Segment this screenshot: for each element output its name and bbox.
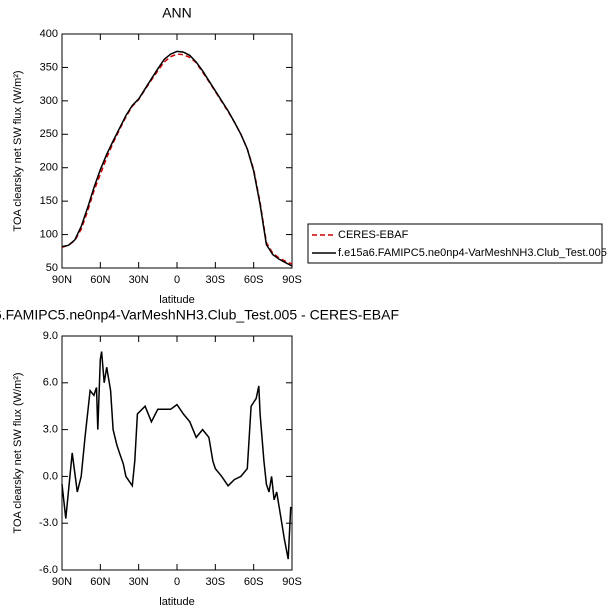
- y-axis-label: TOA clearsky net SW flux (W/m²): [12, 70, 24, 231]
- x-tick-label: 90N: [52, 274, 72, 286]
- plot-frame: [61, 335, 293, 571]
- y-tick-label: 100: [40, 228, 58, 240]
- legend-label: f.e15a6.FAMIPC5.ne0np4-VarMeshNH3.Club_T…: [338, 247, 607, 259]
- x-tick-label: 60S: [244, 576, 264, 588]
- y-tick-label: 350: [40, 61, 58, 73]
- y-tick-label: 150: [40, 195, 58, 207]
- y-tick-label: 3.0: [43, 424, 58, 436]
- y-tick-label: 9.0: [43, 330, 58, 342]
- chart-title: ANN: [162, 5, 192, 21]
- x-tick-label: 90S: [282, 274, 302, 286]
- legend-box: [307, 223, 603, 264]
- x-tick-label: 90N: [52, 576, 72, 588]
- y-tick-label: 250: [40, 128, 58, 140]
- y-tick-label: 200: [40, 162, 58, 174]
- x-axis-label: latitude: [159, 294, 194, 306]
- x-tick-label: 90S: [282, 576, 302, 588]
- y-tick-label: 0.0: [43, 470, 58, 482]
- x-tick-label: 30N: [129, 274, 149, 286]
- x-tick-label: 60S: [244, 274, 264, 286]
- x-tick-label: 60N: [90, 576, 110, 588]
- y-tick-label: 50: [46, 262, 58, 274]
- x-tick-label: 30N: [129, 576, 149, 588]
- x-tick-label: 0: [174, 576, 180, 588]
- x-tick-label: 0: [174, 274, 180, 286]
- y-axis-label: TOA clearsky net SW flux (W/m²): [12, 372, 24, 533]
- data-line: [61, 50, 293, 267]
- y-tick-label: -3.0: [39, 517, 58, 529]
- x-tick-label: 30S: [206, 274, 226, 286]
- x-tick-label: 30S: [206, 576, 226, 588]
- y-tick-label: -6.0: [39, 564, 58, 576]
- legend-label: CERES-EBAF: [338, 229, 409, 241]
- y-tick-label: 300: [40, 95, 58, 107]
- data-line: [61, 53, 293, 265]
- data-line: [61, 351, 292, 560]
- x-axis-label: latitude: [159, 596, 194, 608]
- chart-title: f.e15a6.FAMIPC5.ne0np4-VarMeshNH3.Club_T…: [0, 307, 399, 323]
- y-tick-label: 400: [40, 28, 58, 40]
- x-tick-label: 60N: [90, 274, 110, 286]
- plot-frame: [61, 33, 293, 269]
- y-tick-label: 6.0: [43, 377, 58, 389]
